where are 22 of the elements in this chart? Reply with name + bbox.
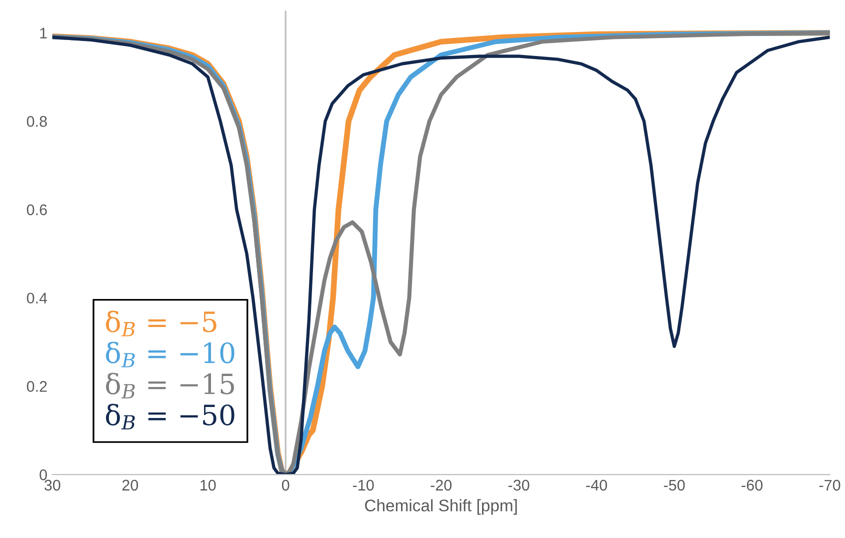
x-tick-label: -20 xyxy=(430,480,452,491)
series-label: δ$_{B}$ = −15 xyxy=(106,372,234,398)
y-tick-label: 0.8 xyxy=(26,116,47,127)
x-tick-label: 20 xyxy=(122,480,138,491)
series-label: δ$_{B}$ = −10 xyxy=(106,342,234,368)
y-tick-label: 0.4 xyxy=(26,292,48,304)
x-tick-label: -40 xyxy=(586,480,608,491)
x-axis-title: Chemical Shift [ppm] xyxy=(365,499,517,515)
x-tick-label: -30 xyxy=(508,480,530,491)
y-tick-label: 1 xyxy=(40,28,47,38)
x-tick-label: 10 xyxy=(200,480,216,491)
y-tick-label: 0 xyxy=(40,469,47,480)
x-tick-label: 0 xyxy=(282,480,290,491)
series-label: δ$_{B}$ = −50 xyxy=(106,404,234,430)
y-tick-label: 0.2 xyxy=(26,381,47,392)
x-tick-label: -50 xyxy=(664,480,685,491)
x-tick-label: -10 xyxy=(352,480,374,491)
y-tick-label: 0.6 xyxy=(26,204,47,216)
series-label: δ$_{B}$ = −5 xyxy=(106,310,216,336)
x-tick-label: -70 xyxy=(819,480,840,491)
x-tick-label: -60 xyxy=(742,480,762,491)
x-tick-label: 30 xyxy=(44,480,60,491)
